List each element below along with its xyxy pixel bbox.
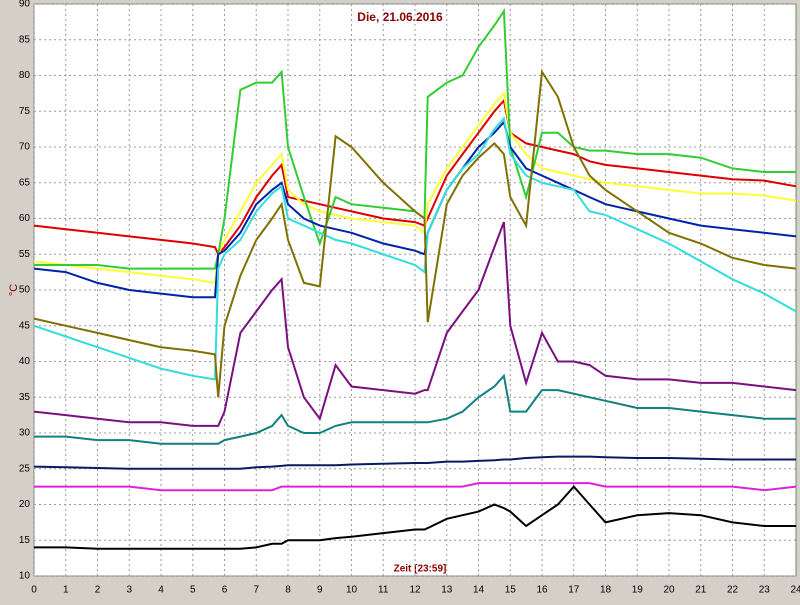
y-tick-label: 25: [19, 463, 31, 474]
series-line: [33, 98, 797, 257]
x-tick-label: 8: [285, 585, 291, 596]
y-tick-label: 55: [19, 249, 31, 260]
x-tick-label: 11: [378, 585, 389, 596]
y-tick-label: 30: [19, 428, 31, 439]
y-tick-label: 45: [19, 320, 31, 331]
series-line: [34, 373, 796, 445]
x-tick-label: 7: [253, 585, 259, 596]
y-tick-label: 70: [19, 142, 31, 153]
x-tick-label: 2: [95, 585, 101, 596]
chart-title: Die, 21.06.2016: [357, 10, 443, 24]
x-tick-label: 16: [536, 585, 548, 596]
x-tick-label: 20: [663, 585, 675, 596]
x-tick-label: 23: [759, 585, 771, 596]
x-tick-label: 1: [63, 585, 69, 596]
x-tick-label: 15: [505, 585, 517, 596]
x-tick-label: 0: [31, 585, 37, 596]
y-tick-label: 75: [19, 106, 31, 117]
x-tick-label: 14: [473, 585, 485, 596]
y-tick-label: 80: [19, 70, 31, 81]
y-tick-label: 85: [19, 34, 31, 45]
y-tick-label: 40: [19, 356, 31, 367]
x-tick-label: 22: [727, 585, 739, 596]
x-tick-label: 13: [441, 585, 453, 596]
x-tick-label: 6: [222, 585, 228, 596]
x-tick-label: 12: [409, 585, 421, 596]
x-tick-label: 9: [317, 585, 323, 596]
x-axis-label: Zeit [23:59]: [394, 564, 447, 575]
y-tick-label: 20: [19, 499, 31, 510]
x-tick-label: 3: [126, 585, 132, 596]
x-tick-label: 24: [790, 585, 800, 596]
series-line: [33, 116, 797, 381]
y-tick-label: 90: [19, 0, 31, 10]
y-axis-label: °C: [8, 284, 20, 296]
y-tick-label: 60: [19, 213, 31, 224]
series-line: [34, 485, 796, 550]
x-tick-label: 21: [695, 585, 707, 596]
x-tick-label: 10: [346, 585, 358, 596]
y-tick-label: 10: [19, 571, 31, 582]
series-line: [33, 221, 797, 427]
x-tick-label: 4: [158, 585, 164, 596]
series-line: [33, 455, 796, 470]
x-tick-label: 5: [190, 585, 196, 596]
series-line: [33, 68, 797, 398]
y-tick-label: 65: [19, 177, 31, 188]
y-tick-label: 50: [19, 285, 31, 296]
series-line: [33, 119, 797, 299]
x-tick-label: 19: [632, 585, 644, 596]
y-tick-label: 15: [19, 535, 31, 546]
x-tick-label: 17: [568, 585, 580, 596]
series-line: [34, 482, 797, 492]
x-tick-label: 18: [600, 585, 612, 596]
y-tick-label: 35: [19, 392, 31, 403]
